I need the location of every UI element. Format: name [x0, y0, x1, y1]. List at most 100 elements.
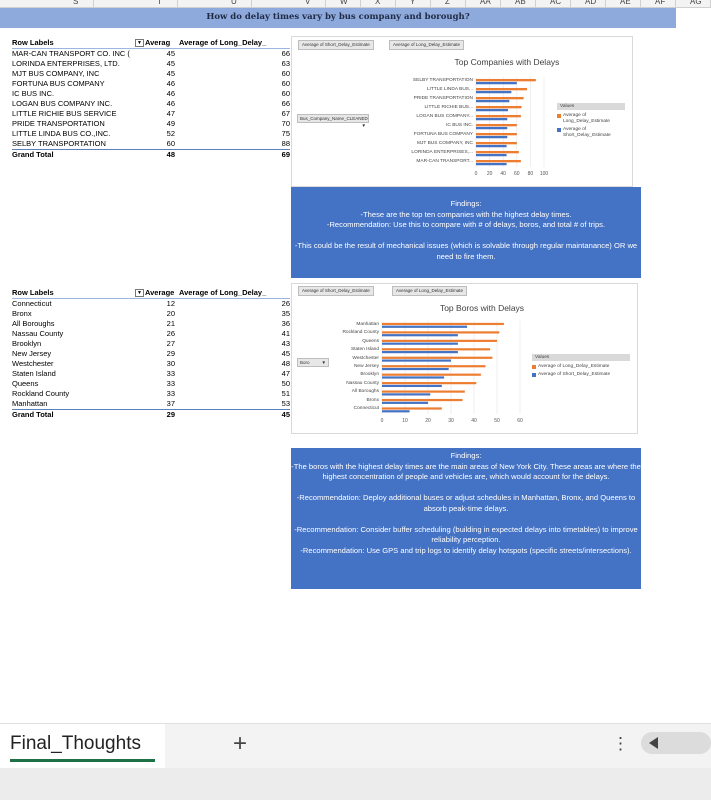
table-row[interactable]: New Jersey 29 45 — [12, 349, 290, 359]
filter-chip-company[interactable]: Bus_Company_Name_CLEANED ▼ — [297, 114, 369, 128]
bar-long-delay[interactable] — [382, 398, 463, 402]
table-row[interactable]: Rockland County 33 51 — [12, 389, 290, 399]
bar-long-delay[interactable] — [476, 87, 527, 91]
bar-short-delay[interactable] — [476, 153, 507, 157]
more-options-icon[interactable]: ⋮ — [612, 734, 629, 753]
column-letter[interactable]: AG — [690, 0, 702, 6]
bar-short-delay[interactable] — [476, 144, 507, 148]
bar-long-delay[interactable] — [382, 365, 486, 368]
table-row[interactable]: LITTLE RICHIE BUS SERVICE 47 67 — [12, 109, 290, 119]
bar-short-delay[interactable] — [476, 99, 510, 103]
bar-short-delay[interactable] — [476, 90, 512, 94]
table-row[interactable]: Queens 33 50 — [12, 379, 290, 389]
chart-value-chip-long[interactable]: Average of Long_Delay_Estimate — [389, 40, 464, 50]
column-letter[interactable]: Y — [410, 0, 416, 6]
column-letter[interactable]: AC — [550, 0, 562, 6]
bar-short-delay[interactable] — [382, 351, 458, 354]
pivot-header-row[interactable]: Row Labels ▼ Average Average of Long_Delay_ — [12, 288, 290, 299]
column-letter[interactable]: X — [375, 0, 381, 6]
scroll-left-icon[interactable] — [649, 737, 658, 749]
sheet-tab-final-thoughts[interactable]: Final_Thoughts — [0, 724, 165, 769]
table-row[interactable]: MAR-CAN TRANSPORT CO. INC (45 66 — [12, 49, 290, 59]
bar-long-delay[interactable] — [476, 150, 519, 154]
chart-top-boros[interactable]: Average of Short_Delay_Estimate Average … — [291, 283, 638, 434]
bar-long-delay[interactable] — [476, 105, 522, 109]
bar-long-delay[interactable] — [382, 390, 465, 393]
grand-total-row[interactable]: Grand Total 48 69 — [12, 149, 290, 160]
column-letter[interactable]: AE — [620, 0, 631, 6]
table-row[interactable]: LOGAN BUS COMPANY INC. 46 66 — [12, 99, 290, 109]
bar-long-delay[interactable] — [382, 407, 442, 410]
filter-chip-boro[interactable]: Boro ▼ — [297, 358, 329, 367]
bar-short-delay[interactable] — [382, 410, 410, 413]
bar-short-delay[interactable] — [382, 401, 428, 404]
bar-long-delay[interactable] — [382, 322, 504, 326]
bar-short-delay[interactable] — [382, 359, 451, 362]
chart-top-companies[interactable]: Average of Short_Delay_Estimate Average … — [291, 36, 633, 187]
bar-short-delay[interactable] — [476, 135, 508, 139]
chart-value-chip-short[interactable]: Average of Short_Delay_Estimate — [298, 286, 374, 296]
grand-total-row[interactable]: Grand Total 29 45 — [12, 409, 290, 420]
filter-dropdown-icon[interactable]: ▼ — [135, 39, 144, 47]
bar-long-delay[interactable] — [382, 373, 481, 376]
pivot-header-row[interactable]: Row Labels ▼ Averag Average of Long_Delay_ — [12, 38, 290, 49]
filter-dropdown-icon[interactable]: ▼ — [361, 123, 366, 128]
table-row[interactable]: Connecticut 12 26 — [12, 299, 290, 309]
bar-short-delay[interactable] — [476, 117, 508, 121]
column-letter[interactable]: W — [340, 0, 348, 6]
bar-long-delay[interactable] — [476, 78, 536, 82]
pivot-table-boros[interactable]: Row Labels ▼ Average Average of Long_Delay_… — [12, 288, 290, 420]
table-row[interactable]: Nassau County 26 41 — [12, 329, 290, 339]
column-letter[interactable]: AD — [585, 0, 597, 6]
add-sheet-button[interactable]: + — [233, 730, 248, 757]
table-row[interactable]: Manhattan 37 53 — [12, 399, 290, 409]
table-row[interactable]: MJT BUS COMPANY, INC 45 60 — [12, 69, 290, 79]
bar-short-delay[interactable] — [476, 108, 508, 112]
table-row[interactable]: All Boroughs 21 36 — [12, 319, 290, 329]
table-row[interactable]: FORTUNA BUS COMPANY 46 60 — [12, 79, 290, 89]
chart-value-chip-short[interactable]: Average of Short_Delay_Estimate — [298, 40, 374, 50]
table-row[interactable]: IC BUS INC. 46 60 — [12, 89, 290, 99]
bar-long-delay[interactable] — [476, 114, 521, 118]
bar-short-delay[interactable] — [382, 376, 445, 379]
bar-long-delay[interactable] — [476, 141, 517, 145]
bar-long-delay[interactable] — [382, 382, 477, 385]
bar-short-delay[interactable] — [382, 325, 468, 328]
bar-short-delay[interactable] — [382, 342, 458, 345]
bar-short-delay[interactable] — [476, 162, 507, 166]
sheet-scroll-control[interactable] — [641, 732, 711, 754]
table-row[interactable]: Bronx 20 35 — [12, 309, 290, 319]
bar-long-delay[interactable] — [382, 348, 491, 351]
table-row[interactable]: LORINDA ENTERPRISES, LTD. 45 63 — [12, 59, 290, 69]
bar-short-delay[interactable] — [382, 384, 442, 388]
table-row[interactable]: SELBY TRANSPORTATION 60 88 — [12, 139, 290, 149]
column-letter[interactable]: AA — [480, 0, 491, 6]
bar-short-delay[interactable] — [476, 81, 517, 85]
chart-value-chip-long[interactable]: Average of Long_Delay_Estimate — [392, 286, 467, 296]
column-letter[interactable]: AB — [515, 0, 526, 6]
table-row[interactable]: Staten Island 33 47 — [12, 369, 290, 379]
filter-dropdown-icon[interactable]: ▼ — [135, 289, 144, 297]
bar-long-delay[interactable] — [382, 331, 500, 334]
column-letter[interactable]: T — [157, 0, 162, 6]
table-row[interactable]: PRIDE TRANSPORTATION 49 70 — [12, 119, 290, 129]
bar-long-delay[interactable] — [476, 159, 521, 163]
bar-short-delay[interactable] — [382, 367, 449, 371]
bar-long-delay[interactable] — [476, 96, 524, 100]
column-letter[interactable]: Z — [445, 0, 450, 6]
table-row[interactable]: LITTLE LINDA BUS CO.,INC. 52 75 — [12, 129, 290, 139]
bar-long-delay[interactable] — [476, 132, 517, 136]
table-row[interactable]: Brooklyn 27 43 — [12, 339, 290, 349]
pivot-table-companies[interactable]: Row Labels ▼ Averag Average of Long_Delay_ M… — [12, 38, 290, 160]
column-letter[interactable]: S — [73, 0, 79, 6]
table-row[interactable]: Westchester 30 48 — [12, 359, 290, 369]
filter-dropdown-icon[interactable]: ▼ — [321, 360, 326, 365]
column-letter[interactable]: V — [305, 0, 311, 6]
column-letter[interactable]: U — [231, 0, 237, 6]
column-letter[interactable]: AF — [655, 0, 666, 6]
bar-short-delay[interactable] — [382, 334, 458, 337]
bar-long-delay[interactable] — [476, 123, 517, 127]
bar-short-delay[interactable] — [382, 393, 431, 396]
bar-long-delay[interactable] — [382, 356, 493, 359]
bar-short-delay[interactable] — [476, 126, 508, 130]
